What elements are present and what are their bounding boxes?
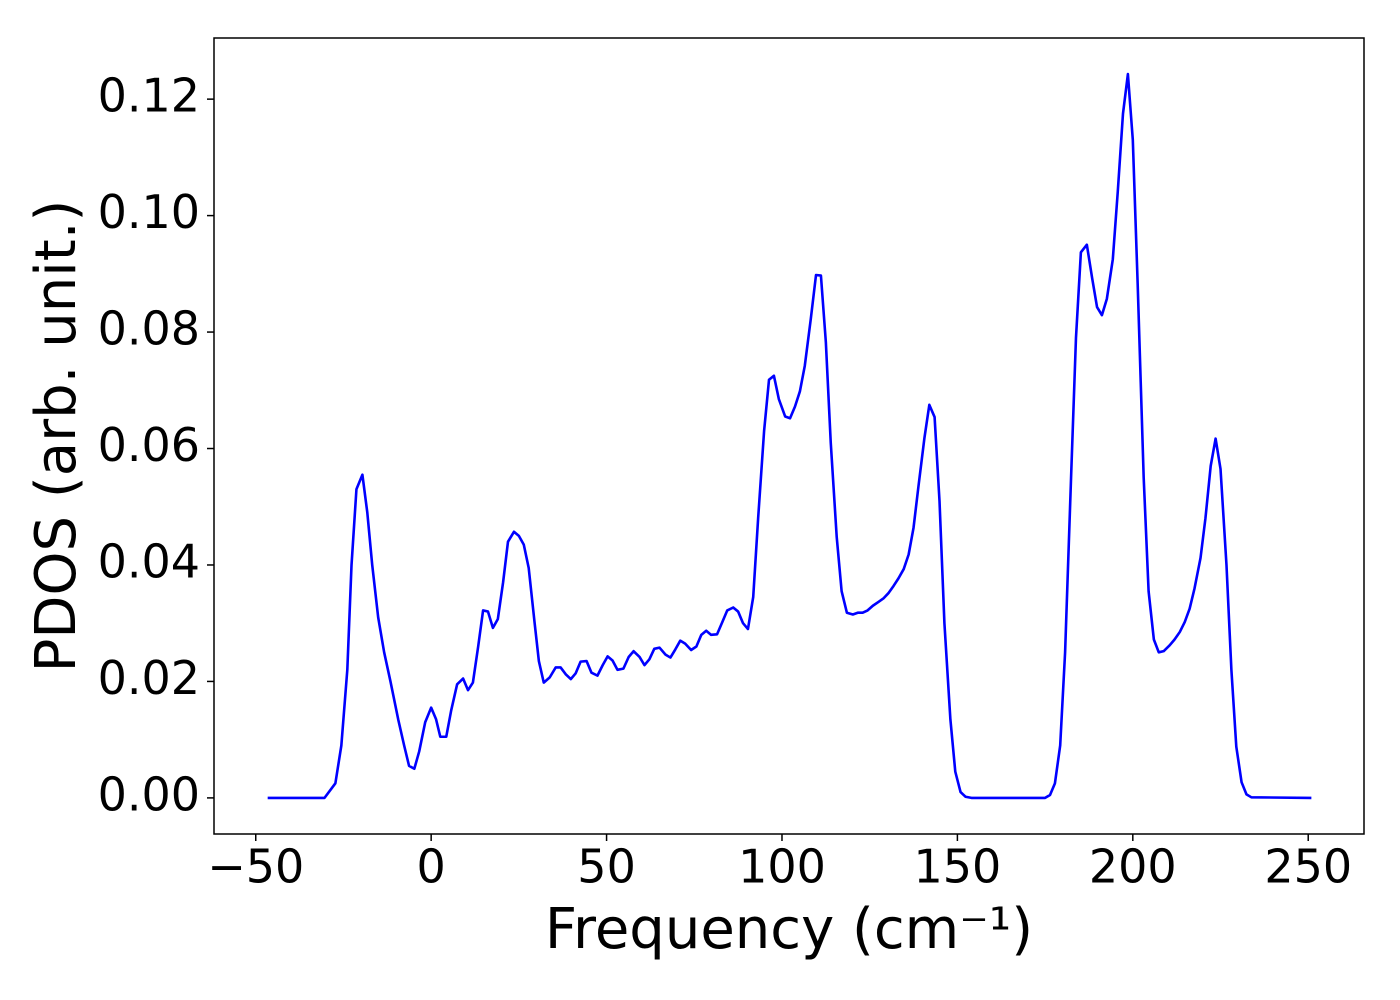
x-tick-label: 250 [1264,840,1352,894]
x-tick-label: 150 [913,840,1001,894]
x-axis-label: Frequency (cm⁻¹) [545,897,1033,962]
y-tick-label: 0.06 [98,418,200,472]
y-tick-label: 0.02 [98,651,200,705]
y-tick-label: 0.04 [98,534,200,588]
x-tick-label: 50 [577,840,636,894]
pdos-line [267,72,1312,800]
y-tick-label: 0.00 [98,767,200,821]
y-tick-label: 0.12 [98,69,200,123]
x-tick-label: 0 [417,840,446,894]
y-tick-label: 0.10 [98,185,200,239]
y-tick-label: 0.08 [98,302,200,356]
x-tick-label: 200 [1089,840,1177,894]
plot-frame [213,37,1365,835]
y-axis-label: PDOS (arb. unit.) [24,200,89,673]
x-tick-label: −50 [207,840,304,894]
x-tick-label: 100 [738,840,826,894]
